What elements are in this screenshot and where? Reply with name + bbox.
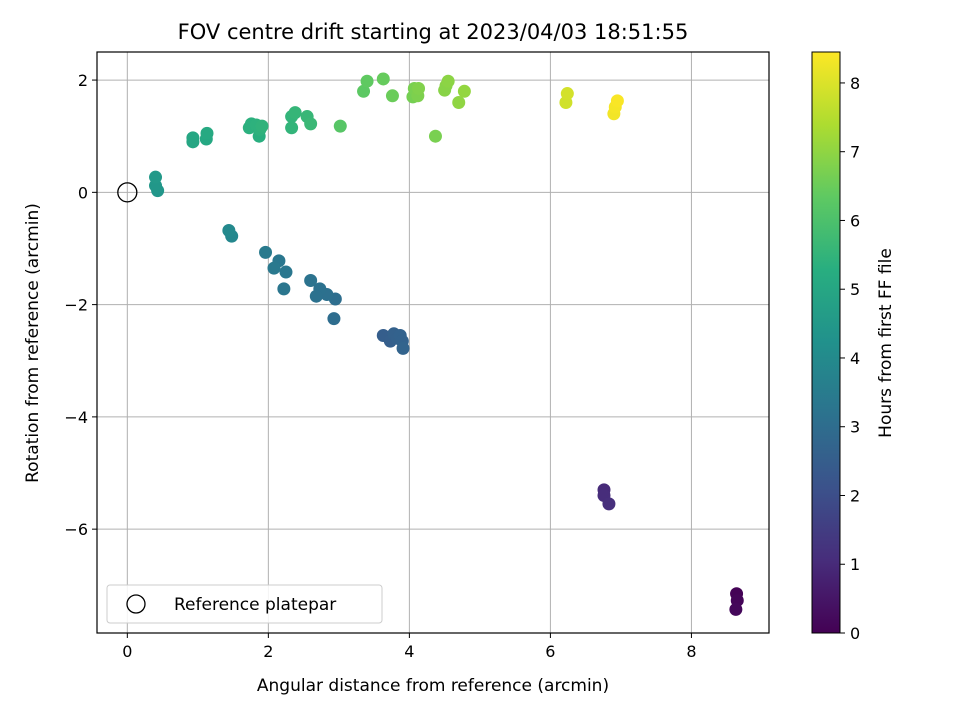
y-axis-label: Rotation from reference (arcmin) (23, 203, 43, 483)
y-tick-label: −6 (64, 520, 88, 539)
reference-platepar-marker (117, 182, 138, 203)
scatter-point (309, 289, 323, 303)
colorbar-tick-label: 8 (850, 74, 860, 93)
colorbar-tick-label: 4 (850, 349, 860, 368)
x-tick-label: 2 (263, 642, 273, 661)
y-tick-label: 2 (78, 71, 88, 90)
x-tick-label: 8 (686, 642, 696, 661)
plot-frame (96, 51, 770, 634)
data-points (149, 72, 744, 616)
scatter-point (186, 131, 200, 145)
x-tick-label: 0 (122, 642, 132, 661)
colorbar: 0 1 2 3 4 5 6 7 8 Hours from first FF file (811, 51, 896, 643)
scatter-point (385, 89, 399, 103)
colorbar-tick-label: 3 (850, 418, 860, 437)
scatter-point (357, 84, 371, 98)
scatter-point (729, 602, 743, 616)
scatter-point (279, 265, 293, 279)
scatter-point (376, 72, 390, 86)
x-tick-label: 4 (404, 642, 414, 661)
colorbar-label: Hours from first FF file (876, 248, 896, 438)
scatter-point (222, 224, 236, 238)
chart-title: FOV centre drift starting at 2023/04/03 … (178, 20, 689, 44)
colorbar-tick-label: 7 (850, 143, 860, 162)
x-axis-ticks: 0 2 4 6 8 (122, 633, 697, 661)
scatter-point (428, 129, 442, 143)
legend-label-reference: Reference platepar (174, 595, 336, 615)
x-axis-label: Angular distance from reference (arcmin) (257, 676, 609, 696)
colorbar-tick-label: 2 (850, 486, 860, 505)
y-tick-label: −4 (64, 408, 88, 427)
scatter-point (441, 74, 455, 88)
scatter-point (259, 245, 273, 259)
legend-marker-reference (126, 594, 146, 614)
scatter-point (277, 282, 291, 296)
scatter-point (360, 74, 374, 88)
y-tick-label: 0 (78, 183, 88, 202)
scatter-point (304, 117, 318, 131)
scatter-point (452, 96, 466, 110)
scatter-point (333, 119, 347, 133)
y-tick-label: −2 (64, 296, 88, 315)
legend-box (106, 584, 383, 624)
scatter-point (602, 497, 616, 511)
x-tick-label: 6 (545, 642, 555, 661)
colorbar-tick-label: 6 (850, 211, 860, 230)
scatter-point (396, 341, 410, 355)
scatter-point (610, 94, 624, 108)
scatter-point (255, 119, 269, 133)
colorbar-gradient (811, 51, 841, 634)
grid-lines (97, 52, 769, 633)
scatter-point (267, 261, 281, 275)
y-axis-ticks: −6 −4 −2 0 2 (64, 71, 97, 539)
scatter-point (304, 273, 318, 287)
scatter-point (457, 84, 471, 98)
scatter-point (327, 312, 341, 326)
scatter-point (288, 106, 302, 120)
legend: Reference platepar (106, 584, 383, 624)
colorbar-ticks: 0 1 2 3 4 5 6 7 8 (840, 74, 860, 643)
colorbar-tick-label: 1 (850, 555, 860, 574)
colorbar-tick-label: 0 (850, 624, 860, 643)
scatter-point (200, 126, 214, 140)
scatter-point (560, 87, 574, 101)
scatter-point (285, 121, 299, 135)
scatter-point (412, 81, 426, 95)
colorbar-tick-label: 5 (850, 280, 860, 299)
reference-marker-layer (117, 182, 138, 203)
scatter-point (149, 170, 163, 184)
